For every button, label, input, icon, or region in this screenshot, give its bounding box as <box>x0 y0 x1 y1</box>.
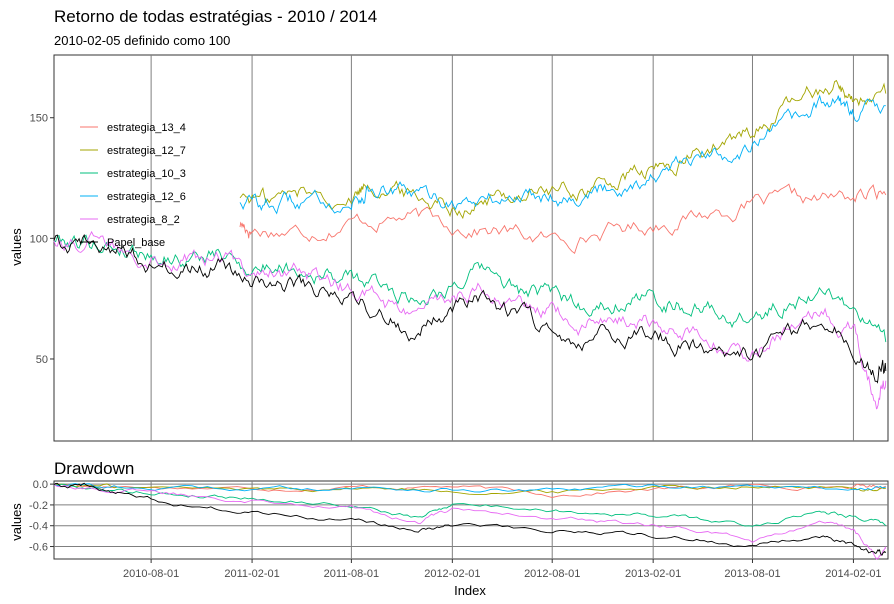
legend-label: estrategia_12_7 <box>107 145 186 157</box>
legend-label: Papel_base <box>107 237 165 249</box>
series-line-Papel-base <box>53 482 887 556</box>
legend-label: estrategia_10_3 <box>107 168 186 180</box>
x-tick-label: 2013-08-01 <box>724 568 780 580</box>
x-tick-label: 2012-08-01 <box>524 568 580 580</box>
series-line-estrategia-12-7 <box>53 483 886 496</box>
main-y-axis-label: values <box>9 228 24 266</box>
x-tick-label: 2013-02-01 <box>625 568 681 580</box>
series-line-estrategia-13-4 <box>53 483 886 498</box>
x-axis-label: Index <box>454 583 486 598</box>
panel-border <box>53 54 889 442</box>
series-line-estrategia-13-4 <box>239 183 887 255</box>
legend-label: estrategia_13_4 <box>107 122 186 134</box>
legend-label: estrategia_8_2 <box>107 214 180 226</box>
main-chart-title: Retorno de todas estratégias - 2010 / 20… <box>54 7 377 26</box>
y-tick-label: -0.6 <box>29 542 48 554</box>
y-tick-label: 50 <box>36 354 48 366</box>
x-tick-label: 2012-02-01 <box>424 568 480 580</box>
y-tick-label: 0.0 <box>33 479 48 491</box>
x-tick-label: 2011-02-01 <box>224 568 279 580</box>
series-line-estrategia-8-2 <box>53 484 887 560</box>
x-tick-label: 2010-08-01 <box>123 568 179 580</box>
x-tick-label: 2011-08-01 <box>324 568 379 580</box>
y-tick-label: -0.2 <box>29 500 48 512</box>
x-axis-ticks: 2010-08-01 2011-02-01 2011-08-01 2012-02-01… <box>123 559 882 580</box>
x-tick-label: 2014-02-01 <box>825 568 881 580</box>
drawdown-panel: 0.0 -0.2 -0.4 -0.6 <box>29 479 889 560</box>
legend-label: estrategia_12_6 <box>107 191 186 203</box>
drawdown-title: Drawdown <box>54 459 134 478</box>
y-tick-label: -0.4 <box>29 521 48 533</box>
drawdown-y-axis-label: values <box>9 503 24 541</box>
series-line-estrategia-12-6 <box>239 94 886 215</box>
main-chart-panel: 50 100 150 <box>30 54 889 442</box>
y-tick-label: 100 <box>30 233 48 245</box>
series-line-estrategia-10-3 <box>53 234 887 343</box>
panel-border <box>53 480 889 560</box>
series-line-estrategia-12-6 <box>53 483 886 493</box>
y-tick-label: 150 <box>30 113 48 125</box>
main-chart-subtitle: 2010-02-05 definido como 100 <box>54 33 230 48</box>
series-line-estrategia-8-2 <box>53 230 887 410</box>
series-line-Papel-base <box>53 234 887 384</box>
legend: estrategia_13_4 estrategia_12_7 estrategia… <box>80 122 186 249</box>
series-line-estrategia-12-7 <box>239 79 887 220</box>
